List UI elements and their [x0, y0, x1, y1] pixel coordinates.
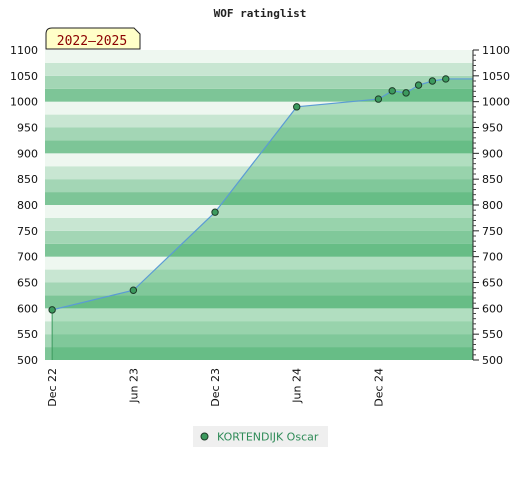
data-point — [428, 77, 437, 85]
data-point — [374, 95, 383, 103]
legend-marker-icon — [200, 432, 209, 441]
y-tick-label-right: 550 — [482, 328, 503, 341]
background-band — [45, 347, 473, 360]
background-band — [45, 50, 473, 63]
y-tick-label-right: 1100 — [482, 44, 510, 57]
y-tick-label-right: 900 — [482, 147, 503, 160]
rating-markers — [48, 75, 450, 314]
background-band — [45, 230, 473, 244]
y-tick-label-left: 750 — [17, 225, 38, 238]
background-band — [45, 88, 473, 102]
background-band — [45, 205, 473, 218]
y-tick-label-right: 1000 — [482, 96, 510, 109]
background-band — [45, 217, 473, 231]
x-axis: Dec 22 Jun 23 Dec 23 Jun 24 Dec 24 — [46, 368, 385, 407]
background-band — [45, 321, 473, 335]
background-band — [45, 127, 473, 141]
y-tick-label-left: 700 — [17, 251, 38, 264]
y-tick-label-right: 950 — [482, 122, 503, 135]
y-tick-label-left: 650 — [17, 277, 38, 290]
data-point — [211, 208, 219, 216]
y-tick-label-right: 500 — [482, 354, 503, 367]
y-tick-label-left: 1100 — [10, 44, 38, 57]
background-band — [45, 140, 473, 154]
background-band — [45, 256, 473, 270]
y-tick-label-left: 1050 — [10, 70, 38, 83]
y-tick-label-left: 850 — [17, 173, 38, 186]
y-axis-right: 500 550 600 650 700 750 800 850 900 950 1000 1050 11… — [472, 44, 510, 367]
background-band — [45, 243, 473, 257]
data-point — [293, 103, 301, 111]
y-tick-label-left: 900 — [17, 147, 38, 160]
data-point — [48, 306, 56, 314]
y-tick-label-right: 700 — [482, 251, 503, 264]
x-tick-label: Jun 23 — [127, 368, 140, 404]
background-bands — [45, 50, 473, 360]
data-point — [414, 81, 423, 89]
background-band — [45, 334, 473, 348]
background-band — [45, 101, 473, 115]
background-band — [45, 114, 473, 128]
data-point — [129, 286, 138, 294]
legend: KORTENDIJK Oscar — [193, 426, 328, 447]
y-tick-label-left: 500 — [17, 354, 38, 367]
background-band — [45, 153, 473, 167]
period-badge: 2022–2025 — [45, 27, 141, 50]
background-band — [45, 192, 473, 205]
y-tick-label-right: 1050 — [482, 70, 510, 83]
y-tick-label-left: 550 — [17, 328, 38, 341]
legend-box — [193, 426, 328, 447]
y-tick-label-right: 650 — [482, 277, 503, 290]
y-tick-label-left: 800 — [17, 199, 38, 212]
background-band — [45, 282, 473, 296]
background-band — [45, 166, 473, 180]
data-point — [388, 87, 396, 95]
y-tick-label-right: 600 — [482, 302, 503, 315]
y-tick-label-left: 600 — [17, 302, 38, 315]
y-axis-left: 500 550 600 650 700 750 800 850 900 950 1000 1050 11… — [10, 44, 38, 367]
x-tick-label: Jun 24 — [291, 368, 304, 404]
data-point — [442, 75, 450, 83]
chart-title: WOF ratinglist — [214, 7, 307, 20]
y-tick-label-right: 750 — [482, 225, 503, 238]
background-band — [45, 75, 473, 89]
y-tick-label-right: 800 — [482, 199, 503, 212]
x-tick-label: Dec 24 — [372, 368, 385, 407]
background-band — [45, 308, 473, 322]
y-tick-label-right: 850 — [482, 173, 503, 186]
x-tick-label: Dec 23 — [209, 368, 222, 407]
background-band — [45, 179, 473, 193]
background-band — [45, 295, 473, 309]
y-tick-label-left: 1000 — [10, 96, 38, 109]
background-band — [45, 62, 473, 76]
legend-entry: KORTENDIJK Oscar — [217, 431, 319, 444]
area-fill — [52, 78, 473, 360]
y-tick-label-left: 950 — [17, 122, 38, 135]
period-badge-text: 2022–2025 — [57, 34, 127, 49]
data-point — [402, 89, 410, 97]
x-tick-label: Dec 22 — [46, 368, 59, 407]
